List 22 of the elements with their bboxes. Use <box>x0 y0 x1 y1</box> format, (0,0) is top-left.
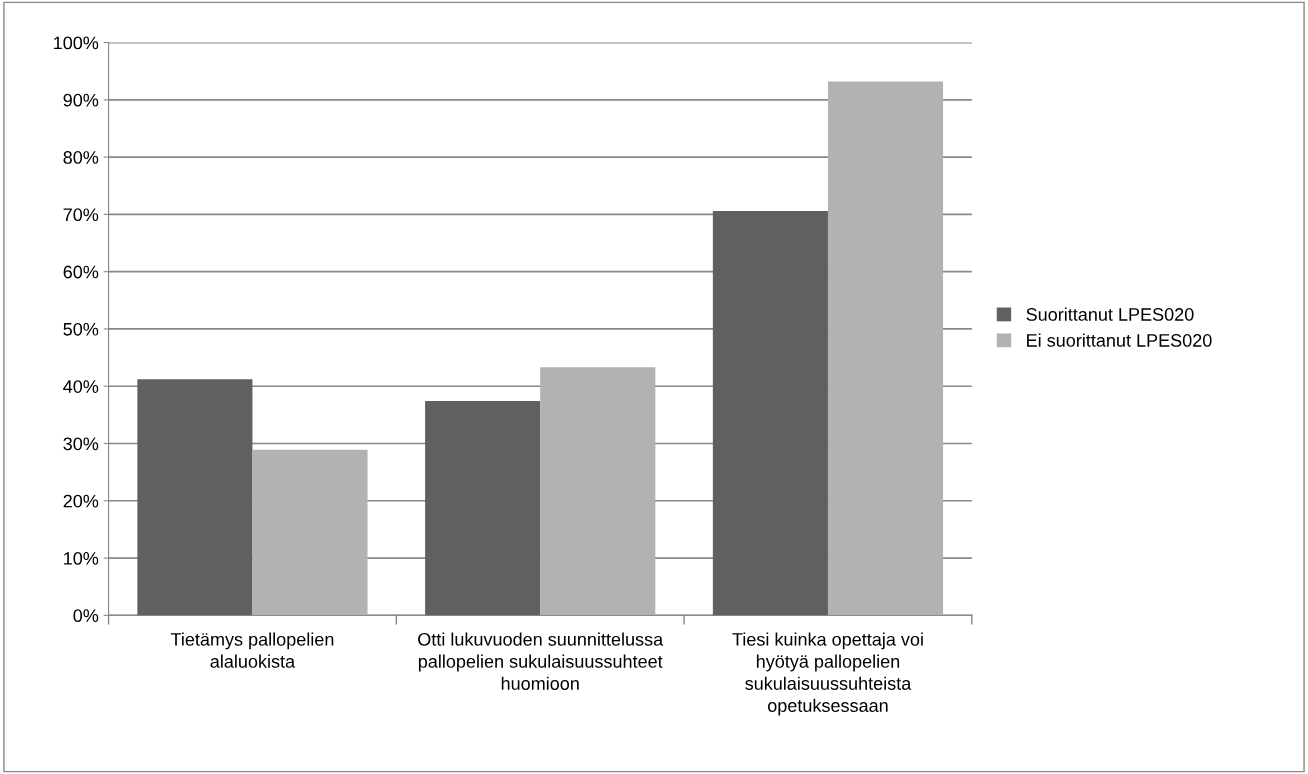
y-tick-label: 20% <box>63 494 99 508</box>
legend-label: Suorittanut LPES020 <box>1026 307 1194 321</box>
x-tick-label: Tiesi kuinka opettaja voi hyötyä pallopelien sukulaisuussuhteista opetuksessaan <box>732 632 923 716</box>
x-tick-label: Tietämys pallopelien alaluokista <box>170 632 334 668</box>
bar <box>137 379 253 616</box>
y-tick-label: 60% <box>63 265 99 279</box>
y-tick-label: 80% <box>63 151 99 164</box>
y-tick-label: 30% <box>63 437 99 451</box>
y-tick-label: 100% <box>54 36 99 50</box>
y-tick-label: 10% <box>64 551 99 565</box>
bar <box>540 367 656 616</box>
bar <box>425 401 541 616</box>
y-tick-label: 40% <box>63 380 99 393</box>
y-tick-label: 0% <box>73 609 99 623</box>
bar <box>712 210 828 616</box>
y-tick-label: 70% <box>63 208 99 222</box>
x-tick-label: Otti lukuvuoden suunnittelussa pallopelien sukulaisuussuhteet huomioon <box>418 632 664 690</box>
legend-label: Ei suorittanut LPES020 <box>1027 333 1212 347</box>
y-tick-label: 90% <box>63 93 99 107</box>
y-tick-label: 50% <box>63 322 99 336</box>
bar <box>827 81 944 616</box>
bar <box>252 449 368 616</box>
